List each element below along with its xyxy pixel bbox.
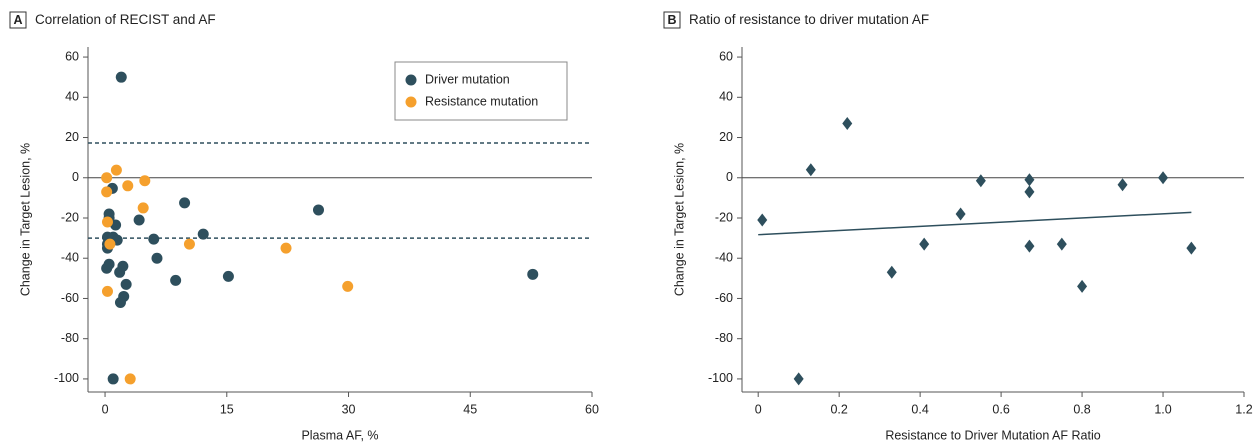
point	[101, 186, 113, 198]
point	[527, 268, 539, 280]
point	[104, 238, 116, 250]
point	[148, 233, 160, 245]
x-tick-label: 1.0	[1154, 402, 1171, 416]
point	[793, 372, 804, 386]
point	[110, 164, 122, 176]
x-axis-label: Resistance to Driver Mutation AF Ratio	[885, 428, 1100, 442]
point	[117, 260, 129, 272]
panel-letter-box	[9, 11, 27, 29]
point	[1117, 178, 1128, 192]
legend-marker	[405, 96, 417, 108]
x-axis-label: Plasma AF, %	[301, 428, 378, 442]
y-tick-label: -40	[61, 251, 79, 265]
y-tick-label: -20	[61, 210, 79, 224]
x-tick-label: 0.6	[992, 402, 1009, 416]
point	[1186, 241, 1197, 255]
x-tick-label: 0.8	[1073, 402, 1090, 416]
legend-box	[394, 61, 568, 121]
point	[197, 228, 209, 240]
y-tick-label: 0	[72, 170, 79, 184]
y-axis-label: Change in Target Lesion, %	[18, 143, 32, 296]
y-tick-label: 40	[719, 90, 733, 104]
point	[183, 238, 195, 250]
y-axis-label: Change in Target Lesion, %	[672, 143, 686, 296]
point	[1077, 279, 1088, 293]
point	[842, 116, 853, 130]
x-tick-label: 0.4	[911, 402, 928, 416]
x-tick-label: 0.2	[830, 402, 847, 416]
point	[101, 216, 113, 228]
point	[133, 214, 145, 226]
point	[101, 285, 113, 297]
legend-label: Driver mutation	[425, 72, 510, 86]
point	[115, 71, 127, 83]
point	[312, 204, 324, 216]
point	[955, 207, 966, 221]
point	[1024, 239, 1035, 253]
y-tick-label: 0	[726, 170, 733, 184]
chart-title: Ratio of resistance to driver mutation A…	[689, 12, 929, 27]
point	[919, 237, 930, 251]
legend-marker	[405, 74, 417, 86]
point	[114, 296, 126, 308]
point	[122, 180, 134, 192]
x-tick-label: 45	[463, 402, 477, 416]
legend-label: Resistance mutation	[425, 94, 538, 108]
trend-line	[758, 211, 1192, 236]
x-tick-label: 60	[585, 402, 599, 416]
x-tick-label: 0	[755, 402, 762, 416]
x-tick-label: 15	[220, 402, 234, 416]
y-tick-label: -40	[715, 251, 733, 265]
point	[757, 213, 768, 227]
y-tick-label: -80	[61, 331, 79, 345]
y-tick-label: -80	[715, 331, 733, 345]
panel: B Ratio of resistance to driver mutation …	[663, 11, 1253, 442]
point	[222, 270, 234, 282]
panel-letter-box	[663, 11, 681, 29]
y-tick-label: -60	[61, 291, 79, 305]
y-tick-label: 60	[65, 49, 79, 63]
chart-title: Correlation of RECIST and AF	[35, 12, 216, 27]
point	[280, 242, 292, 254]
y-tick-label: 40	[65, 90, 79, 104]
point	[886, 265, 897, 279]
point	[179, 197, 191, 209]
point	[137, 202, 149, 214]
x-tick-label: 1.2	[1235, 402, 1252, 416]
x-tick-label: 30	[342, 402, 356, 416]
y-tick-label: 20	[719, 130, 733, 144]
y-tick-label: -60	[715, 291, 733, 305]
point	[1024, 173, 1035, 187]
panel-letter: A	[13, 13, 22, 27]
y-tick-label: 20	[65, 130, 79, 144]
panel-letter: B	[667, 13, 676, 27]
y-tick-label: -20	[715, 210, 733, 224]
point	[975, 174, 986, 188]
point	[151, 252, 163, 264]
x-tick-label: 0	[102, 402, 109, 416]
point	[1024, 185, 1035, 199]
point	[1056, 237, 1067, 251]
y-tick-label: -100	[54, 371, 79, 385]
point	[124, 373, 136, 385]
y-tick-label: 60	[719, 49, 733, 63]
point	[805, 163, 816, 177]
point	[107, 373, 119, 385]
point	[342, 280, 354, 292]
point	[120, 278, 132, 290]
point	[101, 172, 113, 184]
point	[139, 175, 151, 187]
point	[170, 274, 182, 286]
panel: A Correlation of RECIST and AF -100 -80 -60 -…	[9, 11, 599, 442]
point	[1158, 171, 1169, 185]
point	[101, 262, 113, 274]
y-tick-label: -100	[708, 371, 733, 385]
